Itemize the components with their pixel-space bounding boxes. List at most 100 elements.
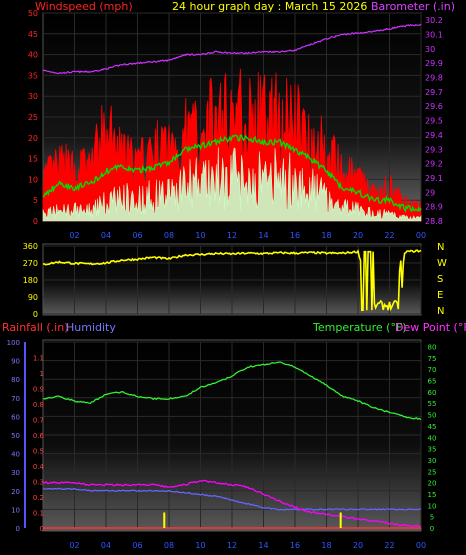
- temp-tick-80: 80: [428, 344, 437, 352]
- x-tick-02: 02: [69, 541, 79, 550]
- wind-tick-35: 35: [28, 71, 38, 80]
- compass-S-2: S: [437, 274, 443, 285]
- temp-tick-60: 60: [428, 389, 437, 397]
- direction-tick-360: 360: [23, 242, 38, 251]
- direction-series: [42, 249, 422, 312]
- baro-tick-29.7: 29.7: [425, 88, 443, 97]
- temp-tick-15: 15: [428, 491, 437, 499]
- humidity-tick-10: 10: [11, 506, 20, 514]
- rain-tick-0.3: 0.3: [33, 479, 44, 487]
- baro-tick-29.9: 29.9: [425, 59, 443, 68]
- temp-tick-70: 70: [428, 366, 437, 374]
- baro-tick-29: 29: [425, 188, 435, 197]
- rain-tick-0.5: 0.5: [33, 448, 44, 456]
- baro-tick-29.5: 29.5: [425, 117, 443, 126]
- rain-tick-0: 0: [40, 525, 44, 533]
- humidity-tick-80: 80: [11, 376, 20, 384]
- x-tick-08: 08: [164, 541, 174, 550]
- temp-x-axis: 02 04 06 08 10 12 14 16 18 20 22 00: [69, 541, 426, 550]
- wind-tick-40: 40: [28, 51, 38, 60]
- x-tick-16: 16: [290, 541, 300, 550]
- wind-low-series: [42, 147, 422, 222]
- x-tick-12: 12: [227, 231, 237, 240]
- wind-tick-5: 5: [33, 196, 38, 205]
- temp-tick-25: 25: [428, 468, 437, 476]
- temp-tick-10: 10: [428, 502, 437, 510]
- dew-point-series: [42, 479, 422, 528]
- humidity-tick-100: 100: [7, 339, 20, 347]
- baro-tick-29.3: 29.3: [425, 145, 443, 154]
- rain-tick-0.2: 0.2: [33, 494, 44, 502]
- x-tick-14: 14: [258, 231, 268, 240]
- humidity-tick-20: 20: [11, 488, 20, 496]
- rain-tick-0.8: 0.8: [33, 401, 44, 409]
- x-tick-08: 08: [164, 231, 174, 240]
- temp-tick-35: 35: [428, 446, 437, 454]
- temp-axis-title: Temperature (°F): [312, 321, 407, 334]
- baro-axis-title: Barometer (.in): [371, 0, 455, 13]
- wind-tick-15: 15: [28, 155, 38, 164]
- baro-y-axis: 28.8 28.9 29 29.1 29.2 29.3 29.4 29.5 29.6 29.7 29…: [425, 16, 443, 226]
- baro-tick-29.2: 29.2: [425, 160, 443, 169]
- x-tick-22: 22: [384, 541, 394, 550]
- chart-title: 24 hour graph day : March 15 2026: [172, 0, 367, 13]
- x-tick-22: 22: [384, 231, 394, 240]
- baro-tick-30.2: 30.2: [425, 16, 443, 25]
- x-tick-02: 02: [69, 231, 79, 240]
- x-tick-14: 14: [258, 541, 268, 550]
- wind-tick-25: 25: [28, 113, 38, 122]
- baro-tick-30: 30: [425, 45, 435, 54]
- humidity-tick-0: 0: [16, 525, 20, 533]
- x-tick-16: 16: [290, 231, 300, 240]
- wind-tick-50: 50: [28, 9, 38, 18]
- wind-tick-45: 45: [28, 30, 38, 39]
- temp-tick-0: 0: [430, 525, 434, 533]
- temp-hum-series: [42, 361, 422, 529]
- humidity-axis-title: Humidity: [66, 321, 116, 334]
- wind-direction-series: [42, 249, 422, 312]
- rain-bar-0: [163, 512, 166, 528]
- temp-tick-55: 55: [428, 400, 437, 408]
- temp-tick-5: 5: [430, 514, 434, 522]
- rain-y-axis: 0 0.1 0.2 0.3 0.4 0.5 0.6 0.7 0.8 0.9 1 1.1: [33, 355, 45, 534]
- humidity-tick-30: 30: [11, 469, 20, 477]
- wind-average-series: [42, 134, 422, 213]
- direction-tick-270: 270: [23, 259, 38, 268]
- baro-tick-29.4: 29.4: [425, 131, 443, 140]
- wind-tick-30: 30: [28, 92, 38, 101]
- rain-tick-0.4: 0.4: [33, 463, 45, 471]
- windspeed-series: [42, 68, 422, 222]
- temp-tick-30: 30: [428, 457, 437, 465]
- rain-tick-0.1: 0.1: [33, 510, 44, 518]
- wind-baro-series: [42, 23, 422, 222]
- direction-y-axis: 0 90 180 270 360: [23, 242, 38, 319]
- direction-tick-90: 90: [28, 293, 38, 302]
- wind-axis-title: Windspeed (mph): [35, 0, 133, 13]
- temp-tick-40: 40: [428, 434, 437, 442]
- temp-tick-45: 45: [428, 423, 437, 431]
- baro-tick-30.1: 30.1: [425, 31, 443, 40]
- dew-axis-title: Dew Point (°F): [395, 321, 466, 334]
- rain-tick-0.6: 0.6: [33, 432, 45, 440]
- humidity-series: [42, 487, 422, 511]
- rain-axis-title: Rainfall (.in): [2, 321, 69, 334]
- x-tick-18: 18: [321, 231, 331, 240]
- rain-tick-0.7: 0.7: [33, 417, 44, 425]
- x-tick-20: 20: [353, 541, 363, 550]
- temp-tick-20: 20: [428, 480, 437, 488]
- rain-tick-1: 1: [40, 370, 44, 378]
- wind-tick-10: 10: [28, 175, 38, 184]
- humidity-y-axis: 0 10 20 30 40 50 60 70 80 90 100: [7, 339, 26, 533]
- wind-y-axis: 0 5 10 15 20 25 30 35 40 45 50: [28, 9, 38, 226]
- temperature-series: [42, 361, 422, 421]
- temp-tick-50: 50: [428, 412, 437, 420]
- humidity-tick-90: 90: [11, 358, 20, 366]
- temp-tick-65: 65: [428, 378, 437, 386]
- x-tick-18: 18: [321, 541, 331, 550]
- humidity-tick-60: 60: [11, 413, 20, 421]
- direction-tick-0: 0: [33, 310, 38, 319]
- compass-E-3: E: [437, 290, 443, 301]
- rain-bar-1: [339, 512, 342, 528]
- baro-tick-28.8: 28.8: [425, 217, 443, 226]
